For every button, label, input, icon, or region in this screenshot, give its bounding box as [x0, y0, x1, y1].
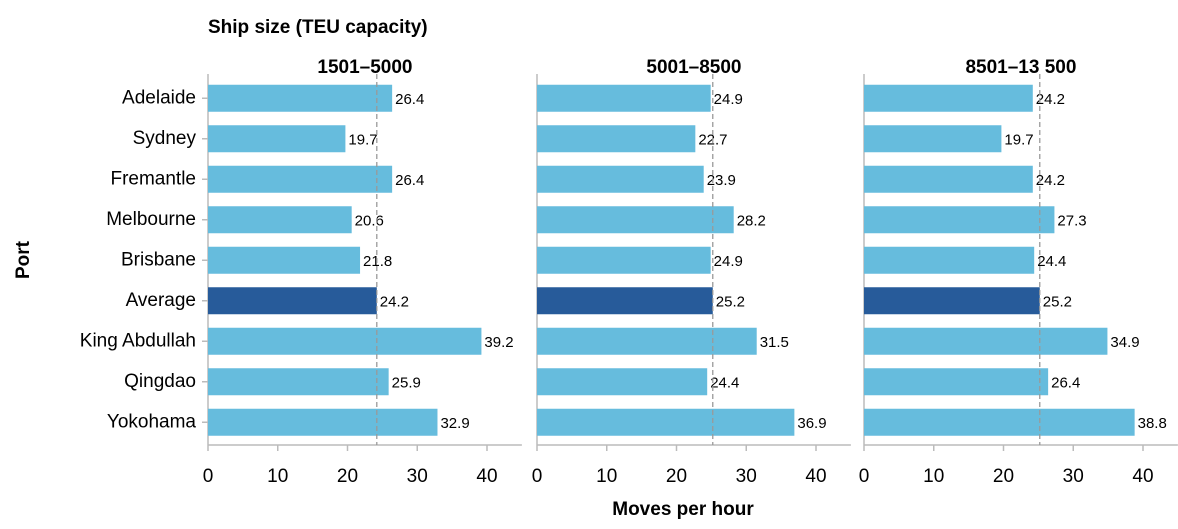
x-tick-label: 10	[923, 466, 944, 487]
bar	[537, 165, 704, 193]
bar	[208, 206, 352, 234]
bar	[537, 408, 795, 436]
bar	[537, 206, 734, 234]
x-tick-label: 0	[203, 466, 214, 487]
value-label: 23.9	[707, 172, 736, 189]
y-tick-label: Fremantle	[110, 168, 196, 189]
bar	[537, 327, 757, 355]
x-tick-label: 10	[596, 466, 617, 487]
value-label: 19.7	[1004, 132, 1033, 149]
x-tick-label: 30	[1063, 466, 1084, 487]
value-label: 24.4	[710, 375, 739, 392]
value-label: 27.3	[1057, 213, 1086, 230]
bar	[208, 84, 393, 112]
x-tick-label: 20	[337, 466, 358, 487]
x-tick-label: 10	[267, 466, 288, 487]
bar	[208, 246, 361, 274]
x-tick-label: 40	[476, 466, 497, 487]
bar	[208, 327, 482, 355]
y-tick-label: Melbourne	[106, 209, 196, 230]
x-tick-label: 0	[859, 466, 870, 487]
bar	[537, 287, 713, 315]
value-label: 24.2	[1036, 172, 1065, 189]
bar	[208, 125, 346, 153]
bar	[864, 165, 1033, 193]
y-axis-label: Port	[13, 240, 34, 279]
bar	[864, 246, 1035, 274]
value-label: 25.2	[1043, 294, 1072, 311]
value-label: 26.4	[1051, 375, 1080, 392]
value-label: 38.8	[1138, 415, 1167, 432]
value-label: 24.2	[1036, 91, 1065, 108]
value-label: 24.9	[714, 253, 743, 270]
value-label: 39.2	[484, 334, 513, 351]
bar	[864, 84, 1033, 112]
bar	[208, 287, 377, 315]
x-tick-label: 30	[736, 466, 757, 487]
value-label: 32.9	[440, 415, 469, 432]
value-label: 26.4	[395, 172, 424, 189]
x-axis-label: Moves per hour	[612, 499, 754, 520]
value-label: 34.9	[1110, 334, 1139, 351]
value-label: 31.5	[760, 334, 789, 351]
bar	[864, 125, 1002, 153]
value-label: 24.4	[1037, 253, 1066, 270]
x-tick-label: 30	[407, 466, 428, 487]
value-label: 21.8	[363, 253, 392, 270]
value-label: 25.9	[392, 375, 421, 392]
bar	[208, 368, 389, 396]
panel-title: 8501–13 500	[965, 57, 1076, 78]
bar	[864, 206, 1055, 234]
value-label: 24.2	[380, 294, 409, 311]
value-label: 19.7	[348, 132, 377, 149]
x-tick-label: 40	[805, 466, 826, 487]
y-tick-label: Brisbane	[121, 249, 196, 270]
value-label: 20.6	[355, 213, 384, 230]
panel-title: 5001–8500	[646, 57, 741, 78]
x-tick-label: 40	[1132, 466, 1153, 487]
y-tick-label: Adelaide	[122, 87, 196, 108]
y-tick-label: Sydney	[133, 128, 197, 149]
bar	[864, 408, 1135, 436]
x-tick-label: 20	[993, 466, 1014, 487]
y-tick-label: Yokohama	[107, 411, 197, 432]
y-tick-label: Qingdao	[124, 371, 196, 392]
chart-title: Ship size (TEU capacity)	[208, 17, 428, 38]
bar	[537, 84, 711, 112]
bar	[537, 246, 711, 274]
y-tick-label: Average	[126, 290, 196, 311]
value-label: 26.4	[395, 91, 424, 108]
y-tick-label: King Abdullah	[80, 330, 196, 351]
bar	[537, 368, 708, 396]
bar	[537, 125, 696, 153]
value-label: 36.9	[797, 415, 826, 432]
panel-title: 1501–5000	[317, 57, 412, 78]
bar	[864, 287, 1040, 315]
bar	[864, 327, 1108, 355]
bar	[208, 165, 393, 193]
value-label: 24.9	[714, 91, 743, 108]
value-label: 28.2	[737, 213, 766, 230]
x-tick-label: 0	[532, 466, 543, 487]
bar	[864, 368, 1049, 396]
x-tick-label: 20	[666, 466, 687, 487]
bar	[208, 408, 438, 436]
value-label: 25.2	[716, 294, 745, 311]
